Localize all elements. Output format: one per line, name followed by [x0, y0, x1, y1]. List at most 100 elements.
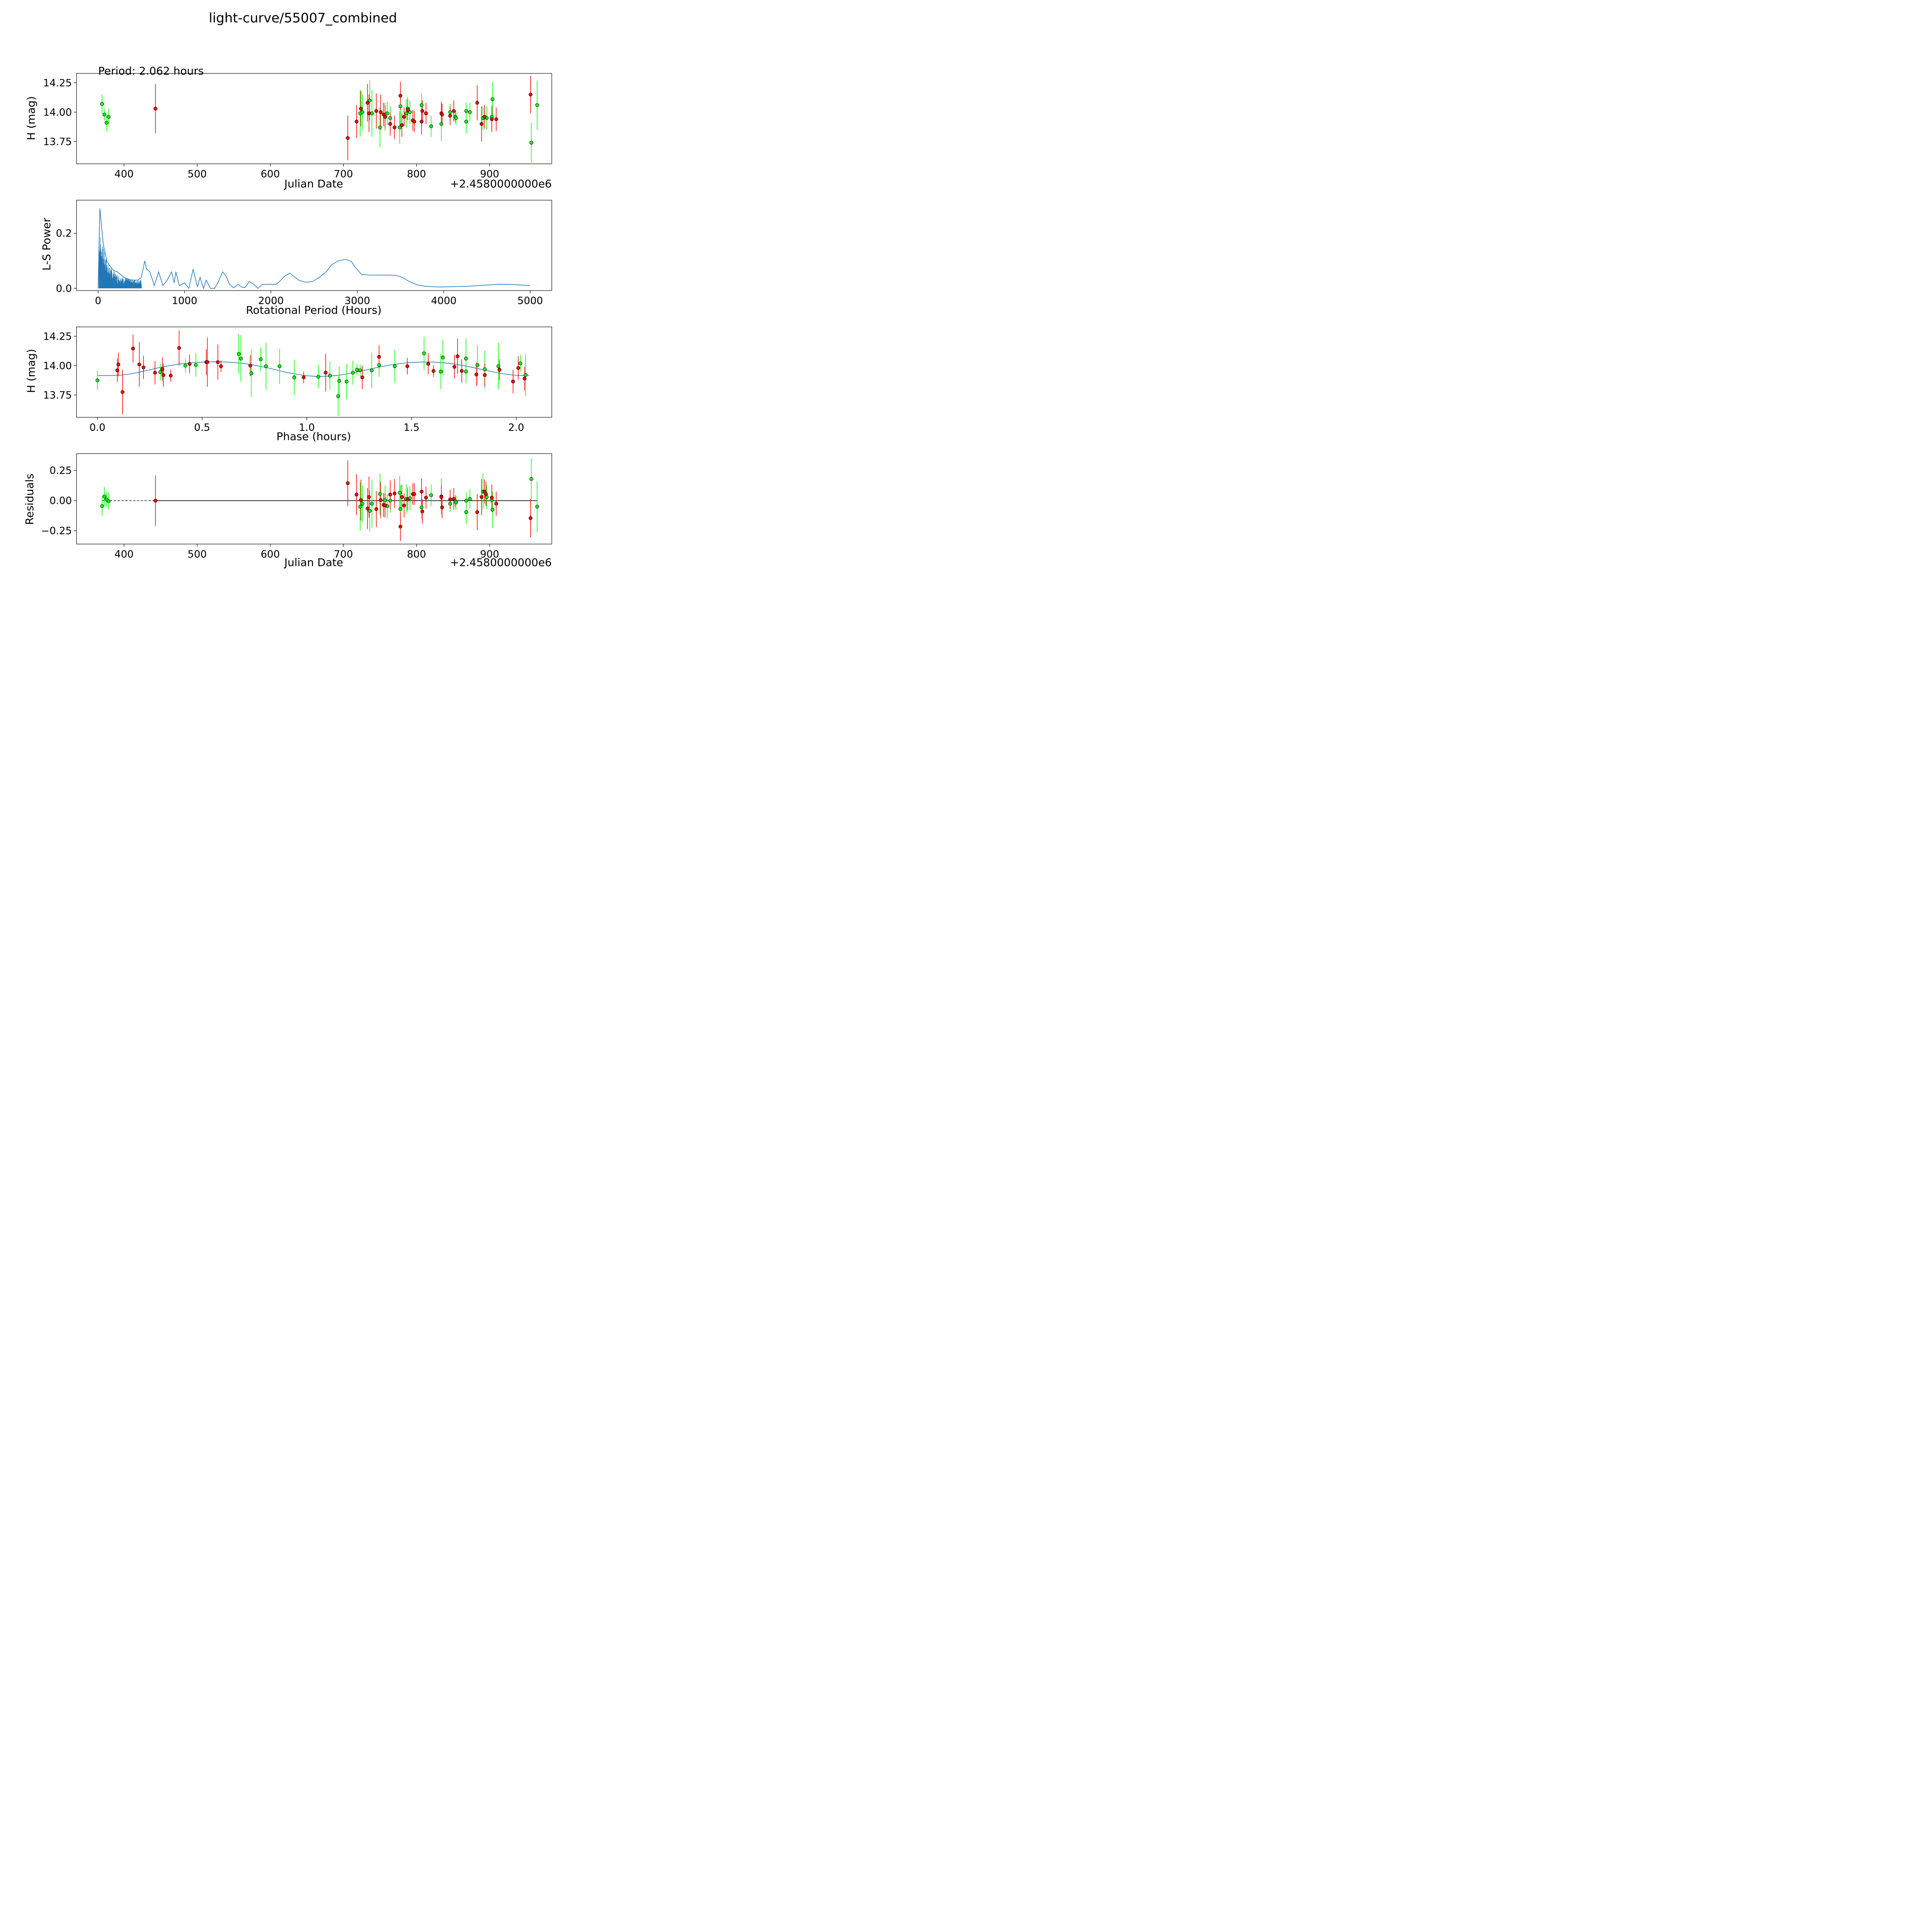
x-tick-label: 3000 — [345, 295, 370, 307]
y-tick-label: 0.00 — [49, 495, 72, 507]
phased-panel: 0.0 0.5 1.0 1.5 2.0 13.75 14.00 14.25 Phase (ho… — [25, 327, 552, 443]
red-data-point — [440, 505, 444, 509]
red-data-point — [439, 495, 444, 499]
green-data-point — [468, 497, 472, 501]
green-data-point — [464, 369, 468, 374]
red-data-point — [346, 481, 350, 485]
lightcurve-xlabel: Julian Date — [284, 177, 343, 190]
green-data-point — [95, 378, 99, 383]
lightcurve-marks — [100, 76, 539, 163]
red-data-point — [475, 101, 479, 105]
red-data-point — [406, 108, 410, 112]
residuals-xlabel: Julian Date — [284, 556, 343, 569]
figure: light-curve/55007_combined 400 500 600 700 8… — [23, 10, 552, 569]
green-data-point — [464, 498, 468, 503]
y-tick-label: 13.75 — [43, 136, 72, 148]
green-data-point — [292, 375, 296, 379]
x-tick-label: 900 — [480, 168, 499, 180]
x-tick-label: 0.0 — [90, 422, 105, 434]
green-data-point — [518, 361, 522, 366]
green-data-point — [475, 363, 480, 367]
red-data-point — [366, 507, 369, 510]
residuals-marks — [100, 458, 539, 541]
red-data-point — [400, 495, 404, 499]
red-data-point — [393, 492, 396, 495]
red-data-point — [448, 114, 452, 118]
red-data-point — [205, 360, 209, 364]
red-data-point — [116, 362, 121, 367]
red-data-point — [398, 94, 403, 98]
green-data-point — [368, 509, 372, 513]
x-tick-label: 700 — [334, 549, 353, 560]
red-data-point — [522, 376, 527, 381]
green-data-point — [464, 357, 468, 361]
y-tick-label: 0.25 — [49, 465, 72, 477]
plot-frame — [76, 327, 552, 418]
green-data-point — [102, 112, 106, 117]
red-data-point — [177, 346, 181, 350]
phased-axes: 0.0 0.5 1.0 1.5 2.0 13.75 14.00 14.25 — [43, 327, 552, 434]
x-tick-label: 0.5 — [194, 422, 210, 434]
red-data-point — [115, 368, 119, 372]
green-data-point — [355, 368, 359, 372]
red-data-point — [420, 109, 424, 113]
green-data-point — [183, 364, 187, 368]
green-data-point — [535, 505, 539, 509]
red-data-point — [480, 495, 484, 499]
green-data-point — [378, 125, 382, 129]
red-data-point — [359, 498, 363, 502]
red-data-point — [346, 136, 350, 140]
red-data-point — [494, 117, 498, 121]
green-data-point — [351, 371, 355, 375]
red-data-point — [379, 110, 383, 114]
green-data-point — [328, 374, 332, 378]
red-data-point — [137, 362, 141, 367]
x-tick-label: 0 — [95, 295, 102, 307]
y-tick-label: 0.2 — [56, 228, 72, 240]
x-tick-label: 1.5 — [403, 422, 419, 434]
red-data-point — [483, 115, 486, 119]
y-tick-label: 14.25 — [43, 331, 72, 342]
x-tick-label: 5000 — [517, 295, 543, 307]
green-data-point — [464, 510, 468, 514]
red-data-point — [121, 390, 125, 394]
red-data-point — [490, 117, 494, 121]
green-data-point — [439, 369, 443, 374]
red-data-point — [494, 502, 498, 506]
red-data-point — [160, 367, 164, 371]
red-data-point — [402, 115, 406, 119]
ls-power-dense-region — [99, 237, 142, 289]
red-data-point — [377, 355, 381, 359]
green-data-point — [237, 352, 241, 356]
red-data-point — [420, 119, 423, 124]
fit-curve — [97, 361, 529, 377]
y-tick-label: 14.25 — [43, 77, 72, 89]
red-data-point — [448, 497, 452, 502]
red-data-point — [388, 493, 392, 497]
green-data-point — [441, 355, 445, 359]
green-data-point — [100, 102, 104, 106]
periodogram-panel: 0 1000 2000 3000 4000 5000 0.0 0.2 Rotational P… — [40, 200, 552, 316]
y-tick-label: 13.75 — [43, 389, 72, 401]
lightcurve-axes: 400 500 600 700 800 900 13.75 14.00 14.25 — [43, 73, 552, 180]
red-data-point — [219, 364, 223, 368]
red-data-point — [141, 366, 146, 369]
green-data-point — [361, 110, 364, 114]
red-data-point — [302, 375, 306, 379]
red-data-point — [131, 347, 135, 351]
red-data-point — [402, 503, 406, 507]
residuals-ylabel: Residuals — [23, 474, 36, 525]
x-tick-label: 1.0 — [299, 422, 315, 434]
red-data-point — [393, 125, 396, 129]
green-data-point — [249, 371, 253, 375]
green-data-point — [429, 124, 433, 128]
residuals-axes: 400 500 600 700 800 900 −0.25 0.00 0.25 — [41, 453, 552, 560]
green-data-point — [385, 111, 389, 116]
red-data-point — [516, 366, 520, 370]
red-data-point — [354, 119, 359, 124]
periodogram-marks — [98, 208, 531, 289]
x-tick-label: 1000 — [172, 295, 197, 307]
green-data-point — [107, 499, 111, 503]
red-data-point — [529, 516, 532, 520]
ls-power-line — [98, 208, 531, 289]
